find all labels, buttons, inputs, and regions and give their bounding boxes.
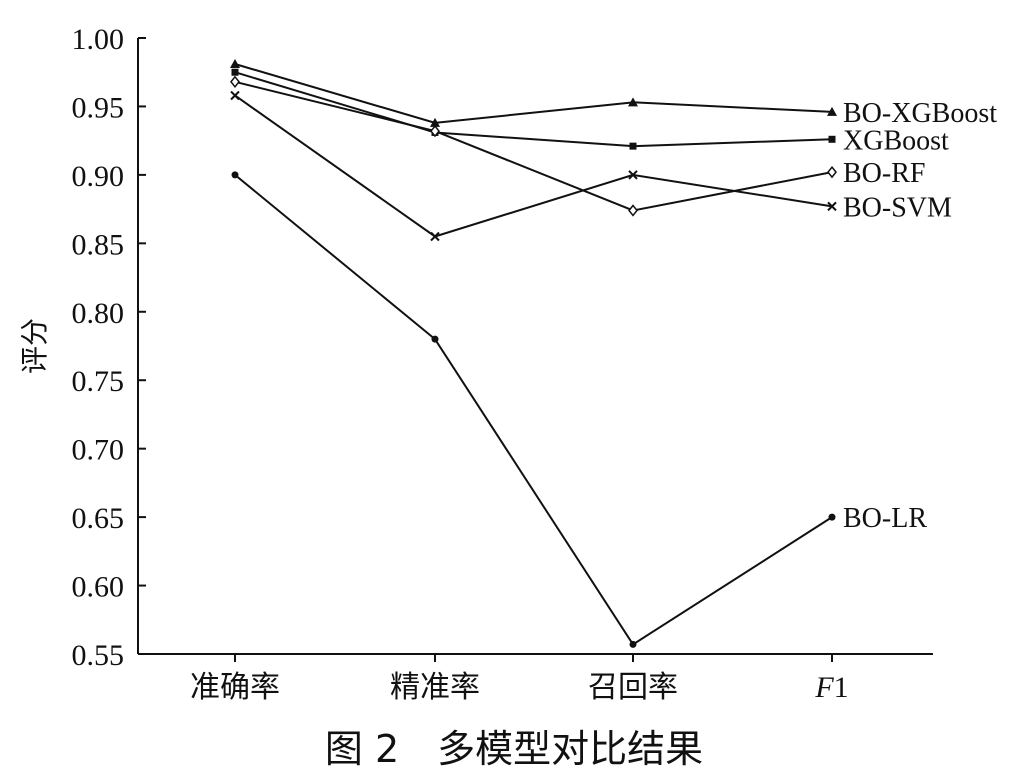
data-point-bo-rf xyxy=(827,165,837,179)
data-point-bo-xgboost xyxy=(628,97,638,107)
series-line-bo-rf xyxy=(234,80,833,212)
data-point-xgboost xyxy=(828,135,836,143)
data-point-bo-svm xyxy=(430,231,440,242)
series-label-xgboost: XGBoost xyxy=(843,125,949,156)
y-tick-label: 0.55 xyxy=(72,639,125,672)
series-line-xgboost xyxy=(234,71,833,148)
data-point-bo-rf xyxy=(230,75,240,89)
y-tick-label: 0.75 xyxy=(72,365,125,398)
series-line-bo-lr xyxy=(234,174,833,646)
data-point-xgboost xyxy=(629,142,637,150)
y-tick-label: 0.85 xyxy=(72,228,125,261)
y-tick-label: 1.00 xyxy=(72,23,125,56)
series-label-bo-rf: BO-RF xyxy=(843,158,925,189)
series-line-bo-svm xyxy=(234,94,833,238)
data-point-bo-lr xyxy=(231,171,239,179)
data-point-xgboost xyxy=(231,68,239,76)
series-label-bo-lr: BO-LR xyxy=(843,503,927,534)
data-point-bo-xgboost xyxy=(230,59,240,69)
x-tick-label: 精准率 xyxy=(390,671,480,704)
x-tick-label: 准确率 xyxy=(190,671,280,704)
data-point-bo-rf xyxy=(430,124,440,138)
series-label-bo-svm: BO-SVM xyxy=(843,192,952,223)
data-point-bo-svm xyxy=(628,170,638,180)
y-tick-label: 0.65 xyxy=(72,502,125,535)
axes xyxy=(137,38,933,655)
y-tick-label: 0.80 xyxy=(72,297,125,330)
series-lines xyxy=(234,63,833,646)
x-tick-label: 召回率 xyxy=(588,671,678,704)
y-ticks: 1.00 0.95 0.90 0.85 0.80 0.75 0.70 0.65 0.60 0.55 xyxy=(72,23,146,672)
series-label-bo-xgboost: BO-XGBoost xyxy=(843,98,997,129)
data-point-bo-xgboost xyxy=(827,106,837,116)
data-point-bo-lr xyxy=(828,513,836,521)
data-point-bo-lr xyxy=(431,335,439,343)
y-tick-label: 0.60 xyxy=(72,571,125,604)
series-markers xyxy=(230,59,837,648)
x-ticks: 准确率 精准率 召回率 F1 xyxy=(190,654,849,704)
data-point-bo-svm xyxy=(230,90,240,101)
data-point-bo-rf xyxy=(628,204,638,217)
figure-caption: 图 2 多模型对比结果 xyxy=(325,727,703,771)
y-tick-label: 0.95 xyxy=(72,91,125,124)
y-axis-label: 评分 xyxy=(18,318,51,374)
data-point-bo-xgboost xyxy=(430,117,440,127)
data-point-bo-svm xyxy=(827,201,837,212)
x-tick-label: F1 xyxy=(814,671,848,704)
data-point-bo-lr xyxy=(629,640,637,648)
series-line-bo-xgboost xyxy=(234,63,833,124)
y-tick-label: 0.70 xyxy=(72,434,125,467)
y-tick-label: 0.90 xyxy=(72,160,125,193)
